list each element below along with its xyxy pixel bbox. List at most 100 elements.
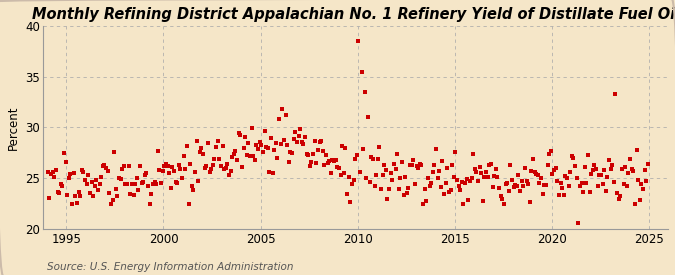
Point (243, 141, 254, 145)
Point (287, 151, 298, 155)
Point (463, 197, 474, 202)
Point (634, 198, 645, 203)
Point (128, 193, 139, 197)
Point (374, 145, 385, 150)
Point (526, 169, 537, 173)
Point (141, 170, 152, 175)
Point (154, 168, 165, 173)
Point (194, 150, 205, 155)
Point (68, 171, 79, 176)
Point (332, 165, 343, 169)
Point (460, 181, 470, 185)
Point (389, 161, 400, 166)
Point (638, 186, 649, 191)
Point (579, 164, 590, 169)
Point (345, 200, 356, 205)
Point (497, 197, 508, 201)
Point (138, 179, 148, 184)
Point (555, 180, 566, 185)
Point (475, 165, 485, 169)
Point (377, 173, 388, 177)
Point (72, 201, 82, 205)
Point (78, 170, 89, 174)
Point (477, 199, 488, 204)
Point (472, 179, 483, 183)
Point (151, 182, 161, 187)
Point (321, 153, 331, 157)
Point (373, 157, 383, 161)
Point (610, 92, 621, 96)
Point (266, 136, 277, 140)
Point (489, 174, 500, 178)
Point (248, 154, 259, 158)
Point (353, 39, 364, 43)
Point (522, 182, 533, 186)
Point (142, 184, 153, 188)
Point (86, 180, 97, 185)
Point (340, 146, 351, 150)
Point (600, 189, 611, 193)
Point (132, 176, 142, 180)
Point (148, 182, 159, 186)
Point (317, 149, 328, 154)
Point (172, 181, 183, 185)
Point (607, 163, 618, 167)
Point (70, 194, 81, 198)
Point (251, 143, 262, 147)
Point (146, 192, 157, 196)
Point (566, 154, 577, 158)
Point (234, 131, 244, 135)
Point (585, 190, 595, 194)
Point (161, 162, 171, 166)
Point (586, 172, 597, 176)
Point (167, 165, 178, 169)
Point (97, 164, 108, 168)
Point (109, 150, 119, 155)
Point (288, 136, 299, 141)
Point (99, 163, 110, 167)
Point (471, 170, 482, 174)
Point (73, 189, 84, 194)
Point (554, 192, 564, 197)
Point (279, 138, 290, 142)
Point (531, 172, 541, 177)
Point (295, 127, 306, 131)
Point (464, 179, 475, 183)
Point (330, 158, 341, 163)
Point (615, 194, 626, 198)
Point (259, 129, 270, 133)
Point (80, 178, 90, 182)
Point (314, 140, 325, 144)
Point (437, 159, 448, 163)
Point (258, 149, 269, 154)
Point (594, 173, 605, 178)
Point (136, 181, 147, 186)
Point (571, 176, 582, 180)
Point (296, 140, 307, 145)
Point (228, 152, 239, 156)
Point (581, 180, 592, 185)
Point (324, 159, 335, 163)
Point (419, 187, 430, 191)
Point (157, 169, 168, 173)
Point (244, 154, 255, 159)
Point (206, 167, 217, 171)
Point (592, 184, 603, 188)
Point (75, 194, 86, 199)
Point (641, 179, 651, 183)
Text: Source: U.S. Energy Information Administration: Source: U.S. Energy Information Administ… (47, 262, 294, 272)
Point (254, 140, 265, 145)
Point (342, 192, 352, 196)
Point (413, 166, 424, 170)
Point (395, 175, 406, 180)
Point (222, 162, 233, 167)
Point (164, 170, 175, 175)
Point (193, 179, 204, 184)
Point (337, 144, 348, 149)
Point (115, 177, 126, 182)
Point (126, 182, 137, 186)
Point (524, 200, 535, 204)
Point (292, 139, 302, 144)
Point (280, 113, 291, 117)
Point (632, 178, 643, 182)
